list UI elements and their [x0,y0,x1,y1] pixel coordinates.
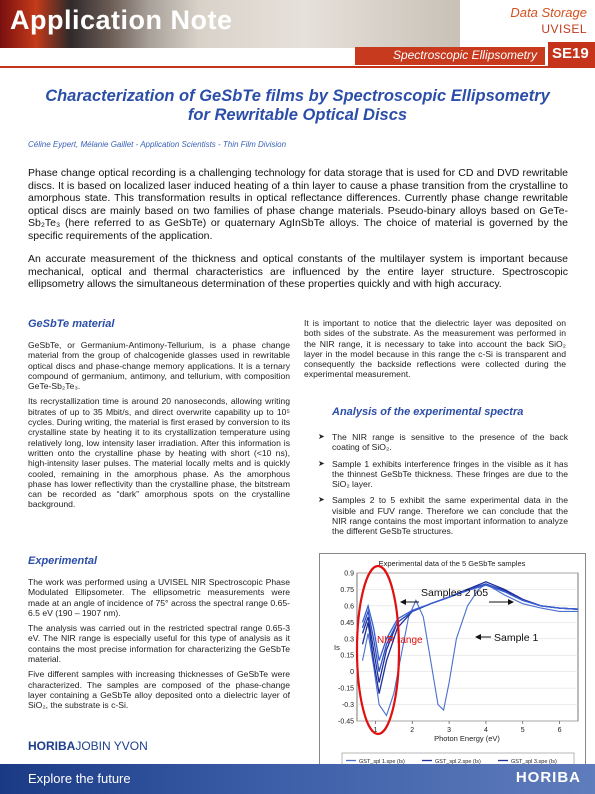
authors: Céline Eypert, Mélanie Gaillet - Applica… [28,140,287,149]
intro-paragraph-1: Phase change optical recording is a chal… [28,167,568,242]
samples-arrow-right-head [508,599,514,605]
experimental-paragraph-1: The work was performed using a UVISEL NI… [28,577,290,618]
experimental-paragraph-3: Five different samples with increasing t… [28,669,290,711]
analysis-bullet-text: The NIR range is sensitive to the presen… [332,432,568,453]
footer-band: Explore the future HORIBA [0,764,595,794]
y-tick-label: 0.3 [344,636,354,643]
y-axis-label: Is [334,643,340,652]
section-heading-experimental: Experimental [28,555,98,567]
brand-horiba: HORIBA [28,739,76,753]
x-tick-label: 1 [373,727,377,734]
y-tick-label: 0.6 [344,603,354,610]
y-tick-label: -0.3 [342,702,354,709]
samples-2-5-label: Samples 2 to5 [421,587,488,599]
header-rule [0,66,595,68]
legend-entry: GST_spl 1.spe (Is) [359,759,405,765]
document-title-line1: Characterization of GeSbTe films by Spec… [45,87,550,105]
brand-jobin-yvon: JOBIN YVON [75,739,148,753]
technique-bar: Spectroscopic Ellipsometry [355,47,545,65]
analysis-bullet-text: Sample 1 exhibits interference fringes i… [332,458,568,490]
bullet-arrow-icon: ➤ [318,495,325,505]
y-tick-label: -0.45 [338,719,354,726]
series-line-1 [361,583,578,717]
analysis-bullet: ➤ Samples 2 to 5 exhibit the same experim… [318,495,568,536]
x-tick-label: 4 [484,727,488,734]
y-tick-label: 0.15 [340,653,354,660]
x-tick-label: 2 [410,727,414,734]
horiba-jobin-yvon-logo: HORIBAJOBIN YVON [28,739,148,753]
series-line-5 [361,584,579,661]
legend-entry: GST_spl 3.spe (Is) [511,759,557,765]
dielectric-paragraph: It is important to notice that the diele… [304,318,566,380]
x-tick-label: 3 [447,727,451,734]
x-tick-label: 5 [521,727,525,734]
document-title-line2: for Rewritable Optical Discs [187,106,408,124]
spectra-chart: Experimental data of the 5 GeSbTe sample… [319,553,586,784]
experimental-paragraph-2: The analysis was carried out in the rest… [28,623,290,665]
topic-data-storage: Data Storage [510,5,587,20]
y-tick-label: 0.9 [344,571,354,578]
x-axis-label: Photon Energy (eV) [434,734,500,743]
analysis-bullet: ➤ Sample 1 exhibits interference fringes … [318,459,568,490]
topic-uvisel: UVISEL [541,22,587,36]
header-photo [0,0,200,48]
bullet-arrow-icon: ➤ [318,432,325,441]
experimental-text: The work was performed using a UVISEL NI… [28,577,290,716]
nir-range-label: NIR range [377,635,423,646]
samples-arrow-left-head [400,599,406,605]
gesbte-text: GeSbTe, or Germanium-Antimony-Tellurium,… [28,340,290,515]
x-axis: 1 2 3 4 5 6 [373,721,562,734]
section-heading-gesbte: GeSbTe material [28,318,115,330]
bullet-arrow-icon: ➤ [318,458,325,468]
y-tick-label: 0.45 [340,620,354,627]
right-column-intro: It is important to notice that the diele… [304,318,566,385]
sample-1-label: Sample 1 [494,632,539,644]
header-photo-fade [200,0,460,48]
analysis-bullet-text: Samples 2 to 5 exhibit the same experime… [332,495,568,537]
legend-entry: GST_spl 2.spe (Is) [435,759,481,765]
series-title: Application Note [10,5,233,35]
x-tick-label: 6 [558,727,562,734]
technique-label: Spectroscopic Ellipsometry [392,48,537,62]
header-banner: Application Note Data Storage UVISEL Spe… [0,0,595,66]
note-code: SE19 [552,45,589,62]
analysis-bullets: ➤ The NIR range is sensitive to the prese… [318,432,568,543]
series-group [361,581,579,717]
y-tick-label: 0 [350,669,354,676]
gesbte-paragraph-1: GeSbTe, or Germanium-Antimony-Tellurium,… [28,340,290,392]
section-heading-analysis: Analysis of the experimental spectra [332,406,524,418]
sample1-arrow-head [475,634,481,640]
note-code-box: SE19 [548,42,595,66]
intro-paragraph-2: An accurate measurement of the thickness… [28,253,568,290]
y-tick-label: 0.75 [340,587,354,594]
footer-slogan: Explore the future [28,771,131,786]
nir-range-ellipse [355,564,401,736]
footer-brand: HORIBA [515,769,581,786]
analysis-bullet: ➤ The NIR range is sensitive to the prese… [318,432,568,453]
y-tick-label: -0.15 [338,686,354,693]
spectra-chart-svg: Experimental data of the 5 GeSbTe sample… [334,559,579,779]
gesbte-paragraph-2: Its recrystallization time is around 20 … [28,396,290,510]
chart-title: Experimental data of the 5 GeSbTe sample… [379,559,526,568]
